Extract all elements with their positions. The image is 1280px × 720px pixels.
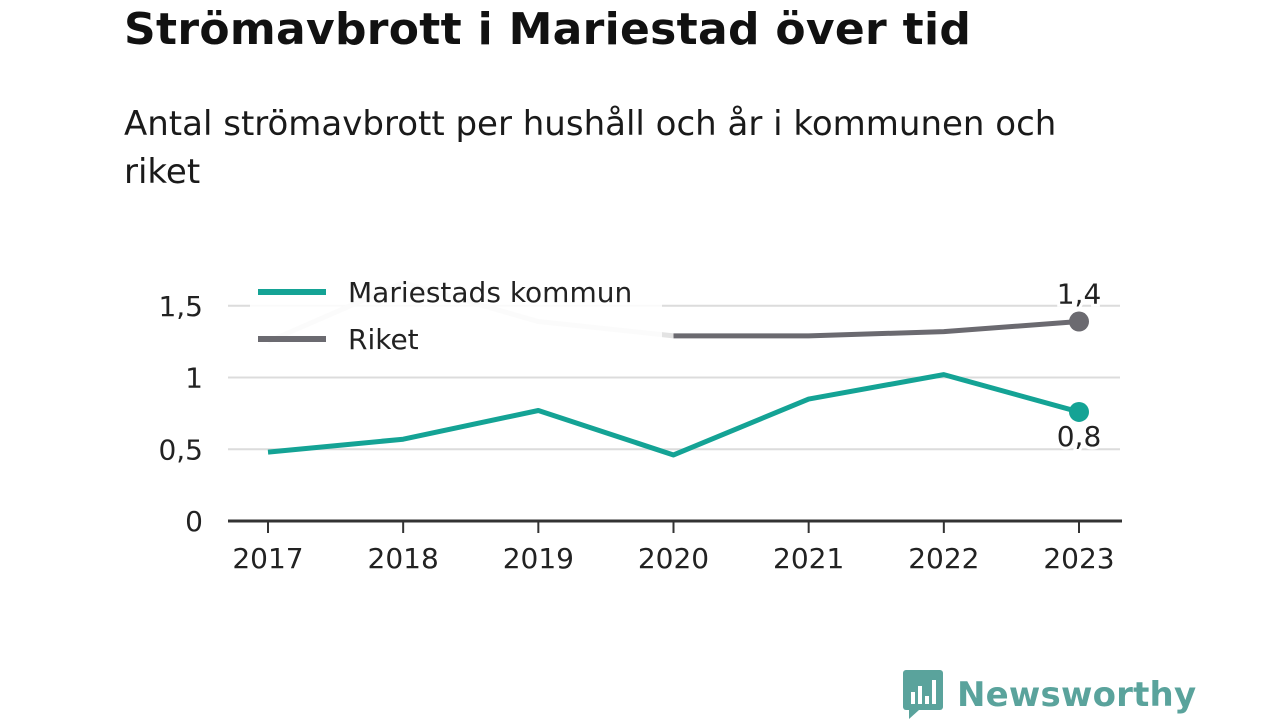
x-tick-label: 2022 [908,542,979,575]
y-tick-label: 0,5 [158,433,203,466]
mariestad-line [267,372,1080,458]
riket-endpoint [1069,311,1089,332]
x-tick-label: 2020 [638,542,709,575]
riket-end-label: 1,4 [1057,278,1102,311]
legend-label-riket: Riket [348,323,419,356]
newsworthy-logo: Newsworthy [903,670,1196,720]
riket-line [673,319,1080,339]
x-tick-label: 2018 [368,542,439,575]
mariestad-end-label: 0,8 [1057,420,1102,453]
mariestad-endpoint [1069,401,1089,422]
legend-background [250,270,662,360]
x-tick-label: 2017 [232,542,303,575]
y-tick-label: 0 [185,505,203,538]
y-tick-label: 1,5 [158,290,203,323]
chart-subtitle: Antal strömavbrott per hushåll och år i … [124,104,1057,192]
x-tick-label: 2019 [503,542,574,575]
y-tick-label: 1 [185,362,203,395]
brand-name: Newsworthy [957,675,1197,715]
legend-label-mariestad: Mariestads kommun [348,276,632,309]
x-tick-label: 2023 [1043,542,1114,575]
x-tick-label: 2021 [773,542,844,575]
bar-chart-speech-bubble-icon [903,670,943,719]
chart-title: Strömavbrott i Mariestad över tid [124,4,972,55]
